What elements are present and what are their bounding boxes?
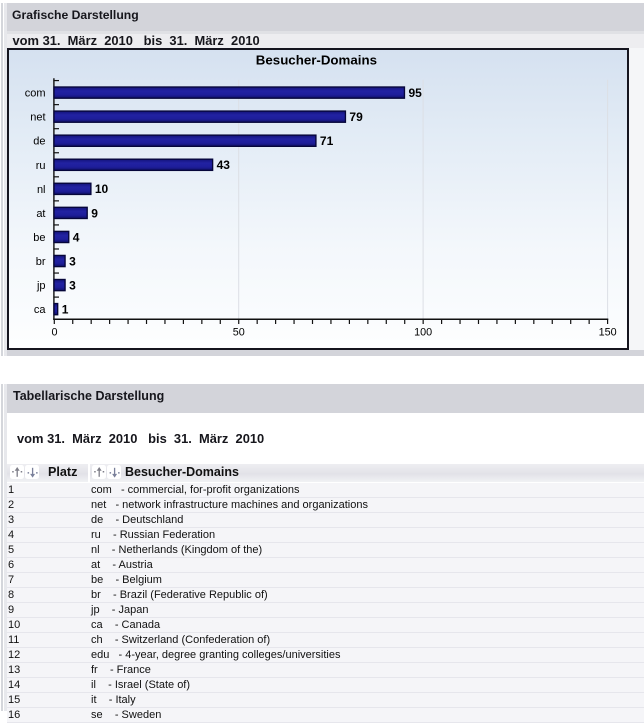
svg-text:com: com (25, 88, 46, 100)
svg-text:100: 100 (414, 327, 432, 339)
svg-text:3: 3 (69, 279, 76, 293)
svg-text:jp: jp (36, 280, 46, 292)
svg-text:be: be (33, 232, 45, 244)
svg-text:4: 4 (73, 231, 80, 245)
svg-text:95: 95 (408, 86, 422, 100)
svg-text:3: 3 (69, 255, 76, 269)
svg-text:br: br (36, 256, 46, 268)
svg-text:43: 43 (217, 158, 231, 172)
svg-text:nl: nl (37, 184, 46, 196)
svg-text:net: net (30, 112, 45, 124)
svg-text:de: de (33, 136, 45, 148)
svg-text:0: 0 (51, 327, 57, 339)
svg-text:1: 1 (62, 303, 69, 317)
svg-text:79: 79 (349, 110, 363, 124)
svg-text:ru: ru (36, 160, 46, 172)
svg-text:9: 9 (91, 207, 98, 221)
svg-text:ca: ca (34, 304, 47, 316)
svg-text:Besucher-Domains: Besucher-Domains (256, 53, 377, 68)
svg-text:50: 50 (233, 327, 245, 339)
svg-text:150: 150 (599, 327, 617, 339)
svg-text:71: 71 (320, 134, 334, 148)
svg-text:at: at (36, 208, 45, 220)
svg-text:10: 10 (95, 183, 109, 197)
